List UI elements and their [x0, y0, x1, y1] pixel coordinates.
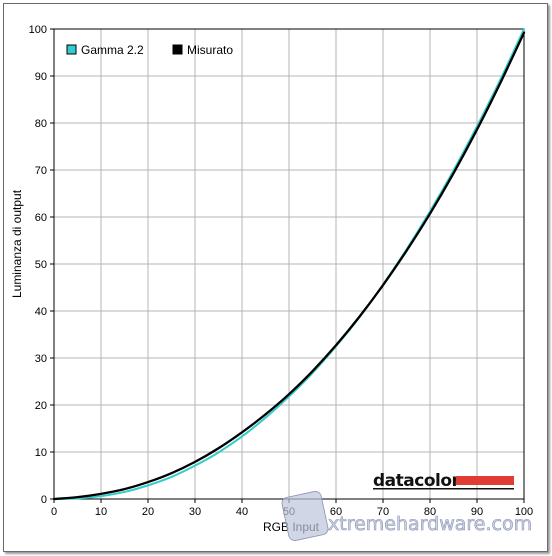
series-line-gamma-2-2 — [53, 28, 525, 500]
x-tick-label: 20 — [142, 506, 154, 518]
y-tick-label: 80 — [35, 118, 47, 130]
x-tick-label: 0 — [51, 506, 57, 518]
chart-frame — [3, 3, 548, 552]
y-tick-label: 40 — [35, 306, 47, 318]
x-tick-label: 70 — [377, 506, 389, 518]
legend-label-misurato: Misurato — [187, 43, 233, 57]
x-tick-label: 10 — [95, 506, 107, 518]
watermark-text: xtremehardware.com — [328, 513, 532, 535]
legend: Gamma 2.2 Misurato — [66, 43, 233, 57]
x-tick-label: 100 — [515, 506, 533, 518]
y-tick-label: 90 — [35, 71, 47, 83]
y-tick-label: 70 — [35, 165, 47, 177]
y-axis-ticks: 0 10 20 30 40 50 60 70 80 90 100 — [29, 24, 54, 506]
datacolor-underline — [373, 488, 514, 490]
datacolor-logo: datacolor — [373, 471, 514, 491]
series-group — [52, 28, 526, 501]
y-tick-label: 10 — [35, 447, 47, 459]
y-tick-label: 100 — [29, 24, 47, 36]
y-tick-label: 50 — [35, 259, 47, 271]
x-tick-label: 30 — [189, 506, 201, 518]
x-tick-label: 60 — [330, 506, 342, 518]
legend-swatch-misurato — [172, 44, 183, 55]
y-axis-label: Luminanza di output — [10, 189, 24, 298]
x-tick-label: 80 — [424, 506, 436, 518]
y-tick-label: 20 — [35, 400, 47, 412]
x-tick-label: 90 — [471, 506, 483, 518]
watermark-emblem — [281, 491, 329, 541]
legend-label-gamma-2-2: Gamma 2.2 — [81, 43, 144, 57]
y-tick-label: 0 — [41, 494, 47, 506]
x-tick-label: 40 — [236, 506, 248, 518]
y-tick-label: 30 — [35, 353, 47, 365]
y-tick-label: 60 — [35, 212, 47, 224]
datacolor-wordmark: datacolor — [373, 471, 461, 491]
watermark: xtremehardware.com — [281, 491, 532, 541]
series-line-misurato — [52, 31, 526, 501]
grid-lines — [54, 29, 524, 499]
datacolor-red-bar — [456, 476, 514, 485]
legend-swatch-gamma-2-2 — [66, 44, 77, 55]
